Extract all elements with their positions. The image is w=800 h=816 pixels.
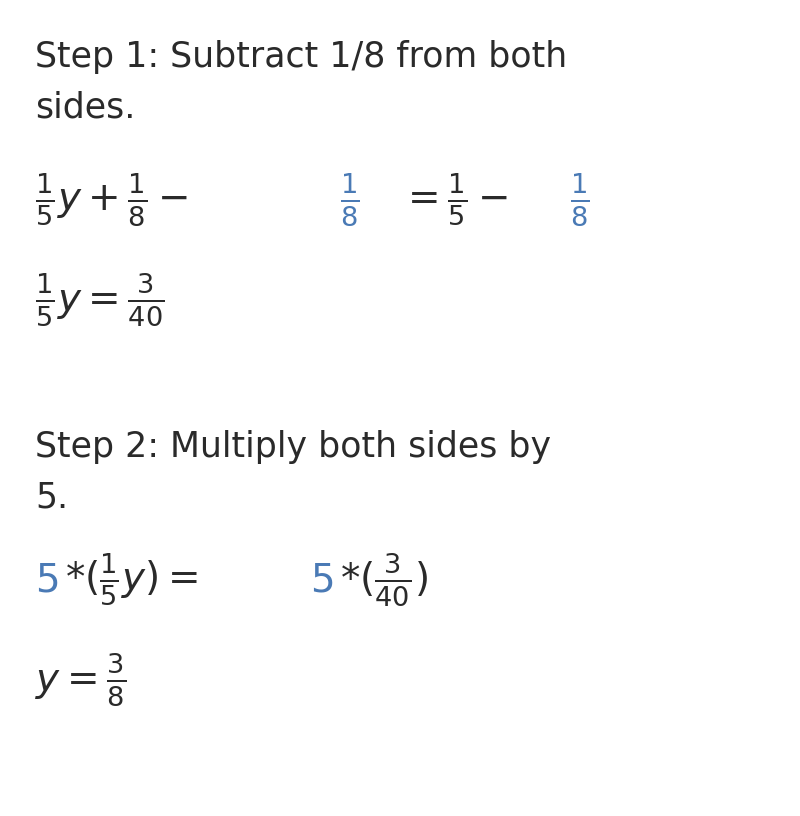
Text: $\frac{1}{8}$: $\frac{1}{8}$ bbox=[340, 171, 359, 228]
Text: $* (\frac{3}{40})$: $* (\frac{3}{40})$ bbox=[340, 551, 428, 609]
Text: 5.: 5. bbox=[35, 480, 68, 514]
Text: sides.: sides. bbox=[35, 90, 135, 124]
Text: $* (\frac{1}{5}y) =$: $* (\frac{1}{5}y) =$ bbox=[65, 552, 198, 608]
Text: $y = \frac{3}{8}$: $y = \frac{3}{8}$ bbox=[35, 651, 126, 709]
Text: $\frac{1}{5}y + \frac{1}{8} -$: $\frac{1}{5}y + \frac{1}{8} -$ bbox=[35, 171, 188, 228]
Text: $5$: $5$ bbox=[35, 561, 58, 599]
Text: $\frac{1}{8}$: $\frac{1}{8}$ bbox=[570, 171, 590, 228]
Text: $\frac{1}{5}y = \frac{3}{40}$: $\frac{1}{5}y = \frac{3}{40}$ bbox=[35, 271, 165, 329]
Text: Step 2: Multiply both sides by: Step 2: Multiply both sides by bbox=[35, 430, 551, 464]
Text: Step 1: Subtract 1/8 from both: Step 1: Subtract 1/8 from both bbox=[35, 40, 567, 74]
Text: $= \frac{1}{5} -$: $= \frac{1}{5} -$ bbox=[400, 172, 508, 228]
Text: $5$: $5$ bbox=[310, 561, 334, 599]
